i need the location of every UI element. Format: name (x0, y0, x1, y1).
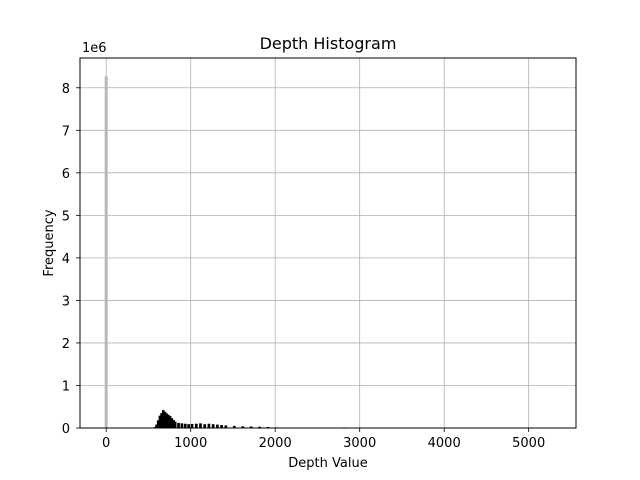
y-tick-label: 0 (62, 422, 70, 437)
histogram-bar (190, 423, 194, 428)
x-axis-label: Depth Value (288, 456, 367, 471)
y-tick-label: 5 (62, 209, 70, 224)
y-tick-label: 3 (62, 294, 70, 309)
x-tick-label: 5000 (512, 436, 545, 451)
plot-frame (79, 57, 577, 429)
histogram-bar (232, 425, 236, 428)
y-tick-label: 6 (62, 167, 70, 182)
histogram-bar (203, 424, 207, 428)
histogram-bar (194, 423, 198, 428)
y-tick-label: 4 (62, 252, 70, 267)
histogram-bar (177, 422, 180, 428)
histogram-bar (207, 423, 211, 428)
histogram-bar (249, 426, 253, 428)
y-tick-label: 8 (62, 82, 70, 97)
y-tick-label: 2 (62, 337, 70, 352)
histogram-bar (199, 423, 202, 428)
histogram-bar (258, 426, 261, 428)
y-axis-label: Frequency (42, 209, 57, 276)
histogram-bar (156, 420, 160, 428)
histogram-bar (224, 425, 228, 428)
x-tick-label: 2000 (259, 436, 292, 451)
histogram-bar (211, 424, 215, 428)
histogram-bar (165, 413, 169, 428)
y-tick-label: 1 (62, 379, 70, 394)
x-tick-label: 1000 (174, 436, 207, 451)
x-tick-label: 4000 (428, 436, 461, 451)
histogram-bar (168, 416, 172, 428)
histogram-bar (220, 425, 223, 428)
histogram-bar (155, 424, 158, 428)
histogram-bar (161, 410, 165, 428)
y-offset-text: 1e6 (82, 41, 107, 56)
histogram-bar (158, 415, 162, 428)
histogram-bar (183, 423, 187, 428)
chart-title: Depth Histogram (260, 34, 397, 53)
histogram-bar (167, 414, 170, 428)
histogram-bar (104, 76, 108, 428)
histogram-bar (180, 423, 184, 428)
grid-lines (80, 58, 576, 429)
x-tick-label: 0 (102, 436, 110, 451)
y-axis-ticks: 0 1 2 3 4 5 6 7 8 (62, 82, 80, 437)
histogram-bar (216, 424, 219, 428)
histogram-bar (187, 424, 191, 428)
x-tick-label: 3000 (343, 436, 376, 451)
histogram-bar (266, 426, 270, 428)
histogram-bar (163, 411, 167, 428)
histogram-bar (173, 421, 177, 428)
histogram-bar (241, 426, 245, 428)
histogram-bars (104, 76, 553, 429)
y-tick-label: 7 (62, 124, 70, 139)
histogram-bar (170, 418, 174, 428)
histogram-bar (172, 419, 175, 428)
x-axis-ticks: 0 1000 2000 3000 4000 5000 (102, 428, 545, 451)
histogram-bar (160, 413, 163, 428)
